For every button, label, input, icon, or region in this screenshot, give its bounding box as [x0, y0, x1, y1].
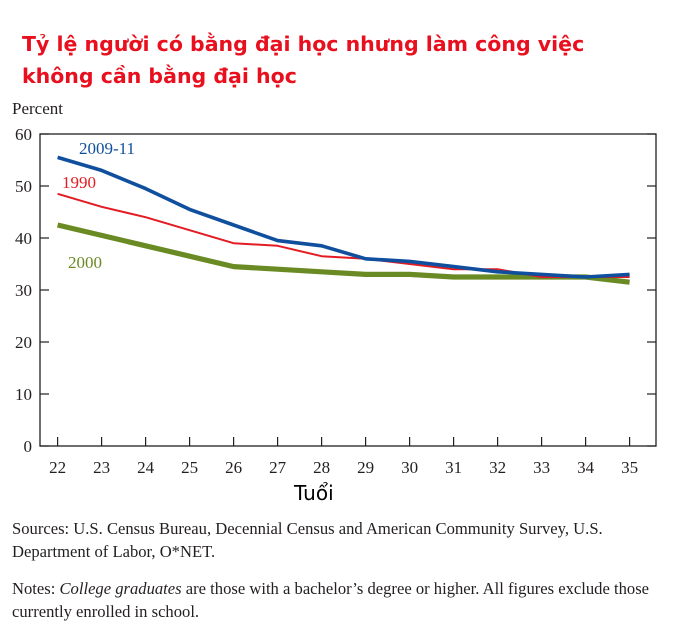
x-axis-label: Tuổi — [294, 481, 334, 505]
chart-title-line-2: không cần bằng đại học — [22, 64, 297, 88]
line-chart: 0 10 20 30 40 50 60 22 23 24 25 26 27 28 29 30 31 32 33 34 3… — [15, 125, 657, 477]
series-line-1990 — [57, 192, 630, 278]
series-label-1990: 1990 — [62, 173, 96, 192]
y-tick-label: 10 — [15, 385, 32, 404]
x-tick-label: 23 — [93, 458, 110, 477]
sources-note: Sources: U.S. Census Bureau, Decennial C… — [12, 519, 603, 561]
x-tick-label: 28 — [313, 458, 330, 477]
x-tick-label: 32 — [489, 458, 506, 477]
notes-prefix: Notes: — [12, 579, 60, 598]
x-tick-label: 35 — [621, 458, 638, 477]
y-axis-label: Percent — [12, 99, 63, 118]
plot-frame — [39, 133, 657, 447]
y-tick-label: 0 — [24, 437, 33, 456]
y-tick-label: 60 — [15, 125, 32, 144]
notes-text: are those with a bachelor’s degree or hi… — [12, 579, 650, 621]
x-tick-label: 31 — [445, 458, 462, 477]
x-tick-label: 22 — [49, 458, 66, 477]
chart-title-line-1: Tỷ lệ người có bằng đại học nhưng làm cô… — [22, 32, 585, 56]
y-tick-label: 40 — [15, 229, 32, 248]
series-line-2009-11 — [57, 155, 630, 279]
x-tick-label: 27 — [269, 458, 287, 477]
x-tick-label: 33 — [533, 458, 550, 477]
series-label-2009-11: 2009-11 — [79, 139, 135, 158]
definitions-note: Notes: College graduates are those with … — [12, 577, 672, 623]
x-tick-label: 30 — [401, 458, 418, 477]
notes-italic-term: College graduates — [59, 579, 182, 598]
series-line-2000 — [57, 222, 630, 285]
x-tick-label: 25 — [181, 458, 198, 477]
y-tick-label: 30 — [15, 281, 32, 300]
y-tick-label: 50 — [15, 177, 32, 196]
x-tick-label: 26 — [225, 458, 242, 477]
chart-title: Tỷ lệ người có bằng đại học nhưng làm cô… — [22, 28, 662, 92]
x-tick-label: 24 — [137, 458, 155, 477]
series-label-2000: 2000 — [68, 253, 102, 272]
x-tick-label: 34 — [577, 458, 595, 477]
y-tick-label: 20 — [15, 333, 32, 352]
x-tick-label: 29 — [357, 458, 374, 477]
